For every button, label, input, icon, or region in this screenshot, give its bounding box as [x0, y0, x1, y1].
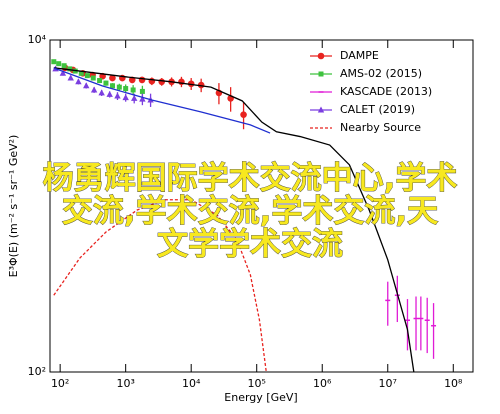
line [53, 67, 415, 373]
point [106, 90, 113, 97]
legend-label: CALET (2019) [340, 103, 415, 116]
point [67, 66, 73, 72]
point [61, 63, 67, 69]
y-axis-label: E³Φ(E) (m⁻² s⁻¹ sr⁻¹ GeV²) [7, 135, 20, 278]
point [56, 61, 62, 67]
point [84, 73, 90, 79]
x-tick-label: 10³ [116, 377, 134, 390]
legend-marker [317, 52, 325, 60]
point [240, 111, 247, 118]
x-tick-label: 10⁵ [248, 377, 266, 390]
point [139, 95, 146, 102]
plot-frame [49, 39, 474, 373]
point [131, 94, 138, 101]
watermark-text: 交流,学术交流,学术交流,天 [62, 194, 438, 230]
point [97, 78, 103, 84]
x-axis-label: Energy [GeV] [224, 391, 297, 404]
x-tick-label: 10⁷ [379, 377, 397, 390]
point [187, 80, 195, 88]
x-tick-label: 10⁴ [182, 377, 201, 390]
point [67, 74, 74, 81]
point [98, 89, 105, 96]
line [53, 67, 271, 134]
point [138, 76, 146, 84]
watermark-text: 杨勇辉国际学术交流中心,学术 [43, 161, 458, 197]
legend-label: DAMPE [340, 49, 379, 62]
point [90, 86, 98, 93]
point [90, 75, 96, 81]
watermark-text: 文学学术交流 [157, 227, 343, 263]
x-tick-label: 10² [51, 377, 69, 390]
point [75, 78, 82, 85]
point [103, 80, 109, 86]
point [197, 81, 205, 89]
legend-marker [317, 106, 325, 113]
point [116, 84, 122, 90]
y-tick-label: 10² [28, 365, 46, 378]
legend-label: AMS-02 (2015) [340, 67, 422, 80]
x-tick-label: 10⁶ [313, 377, 332, 390]
line [53, 199, 267, 373]
x-tick-label: 10⁸ [444, 377, 463, 390]
legend-label: Nearby Source [340, 121, 421, 134]
point [83, 82, 90, 89]
legend-label: KASCADE (2013) [340, 85, 432, 98]
point [123, 86, 129, 92]
point [51, 59, 57, 65]
point [158, 78, 166, 86]
point [110, 83, 116, 89]
point [114, 92, 121, 99]
point [139, 88, 145, 94]
point [130, 87, 136, 93]
point [78, 70, 84, 76]
y-tick-label: 10⁴ [28, 33, 47, 46]
legend-marker [318, 71, 324, 77]
point [122, 94, 129, 101]
point [109, 74, 116, 82]
point [59, 69, 67, 76]
